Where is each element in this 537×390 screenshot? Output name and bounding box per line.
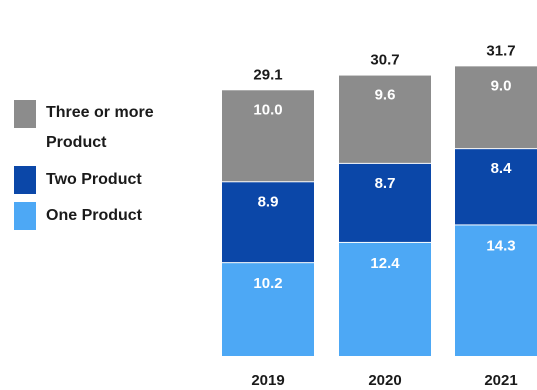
data-label-three-or-more-product-2021: 9.0	[491, 77, 512, 94]
bar-segment-three-or-more-product-2021	[455, 66, 537, 149]
bar-segment-one-product-2019	[222, 263, 314, 356]
data-label-three-or-more-product-2020: 9.6	[375, 87, 396, 104]
data-label-two-product-2020: 8.7	[375, 175, 396, 192]
legend-label-one-product: One Product	[46, 207, 143, 224]
legend-swatch-two-product	[14, 166, 36, 194]
total-label-2019: 29.1	[253, 66, 282, 83]
legend-item-one-product: One Product	[14, 202, 199, 230]
bar-segment-two-product-2020	[339, 163, 431, 242]
x-tick-label-2020: 2020	[368, 372, 401, 389]
legend-label-two-product: Two Product	[46, 171, 142, 188]
legend-swatch-three-or-more-product	[14, 100, 36, 128]
bar-segment-two-product-2021	[455, 149, 537, 225]
bar-segment-one-product-2021	[455, 225, 537, 356]
data-label-two-product-2021: 8.4	[491, 160, 513, 177]
data-label-three-or-more-product-2019: 10.0	[253, 101, 282, 118]
data-label-one-product-2019: 10.2	[253, 275, 282, 292]
legend: Three or more Product Two Product One Pr…	[14, 100, 199, 238]
total-label-2020: 30.7	[370, 52, 399, 69]
data-label-one-product-2020: 12.4	[370, 255, 400, 272]
bar-segment-one-product-2020	[339, 242, 431, 356]
data-label-two-product-2019: 8.9	[258, 193, 279, 210]
x-tick-label-2021: 2021	[484, 372, 517, 389]
legend-item-three-or-more-product: Three or more Product	[14, 100, 199, 158]
legend-swatch-one-product	[14, 202, 36, 230]
x-tick-label-2019: 2019	[251, 372, 284, 389]
bar-segment-two-product-2019	[222, 182, 314, 263]
data-label-one-product-2021: 14.3	[486, 237, 515, 254]
total-label-2021: 31.7	[486, 42, 515, 59]
bar-segment-three-or-more-product-2020	[339, 75, 431, 163]
legend-item-two-product: Two Product	[14, 166, 199, 194]
legend-label-three-or-more-product: Three or more Product	[46, 104, 154, 151]
bar-segment-three-or-more-product-2019	[222, 90, 314, 182]
